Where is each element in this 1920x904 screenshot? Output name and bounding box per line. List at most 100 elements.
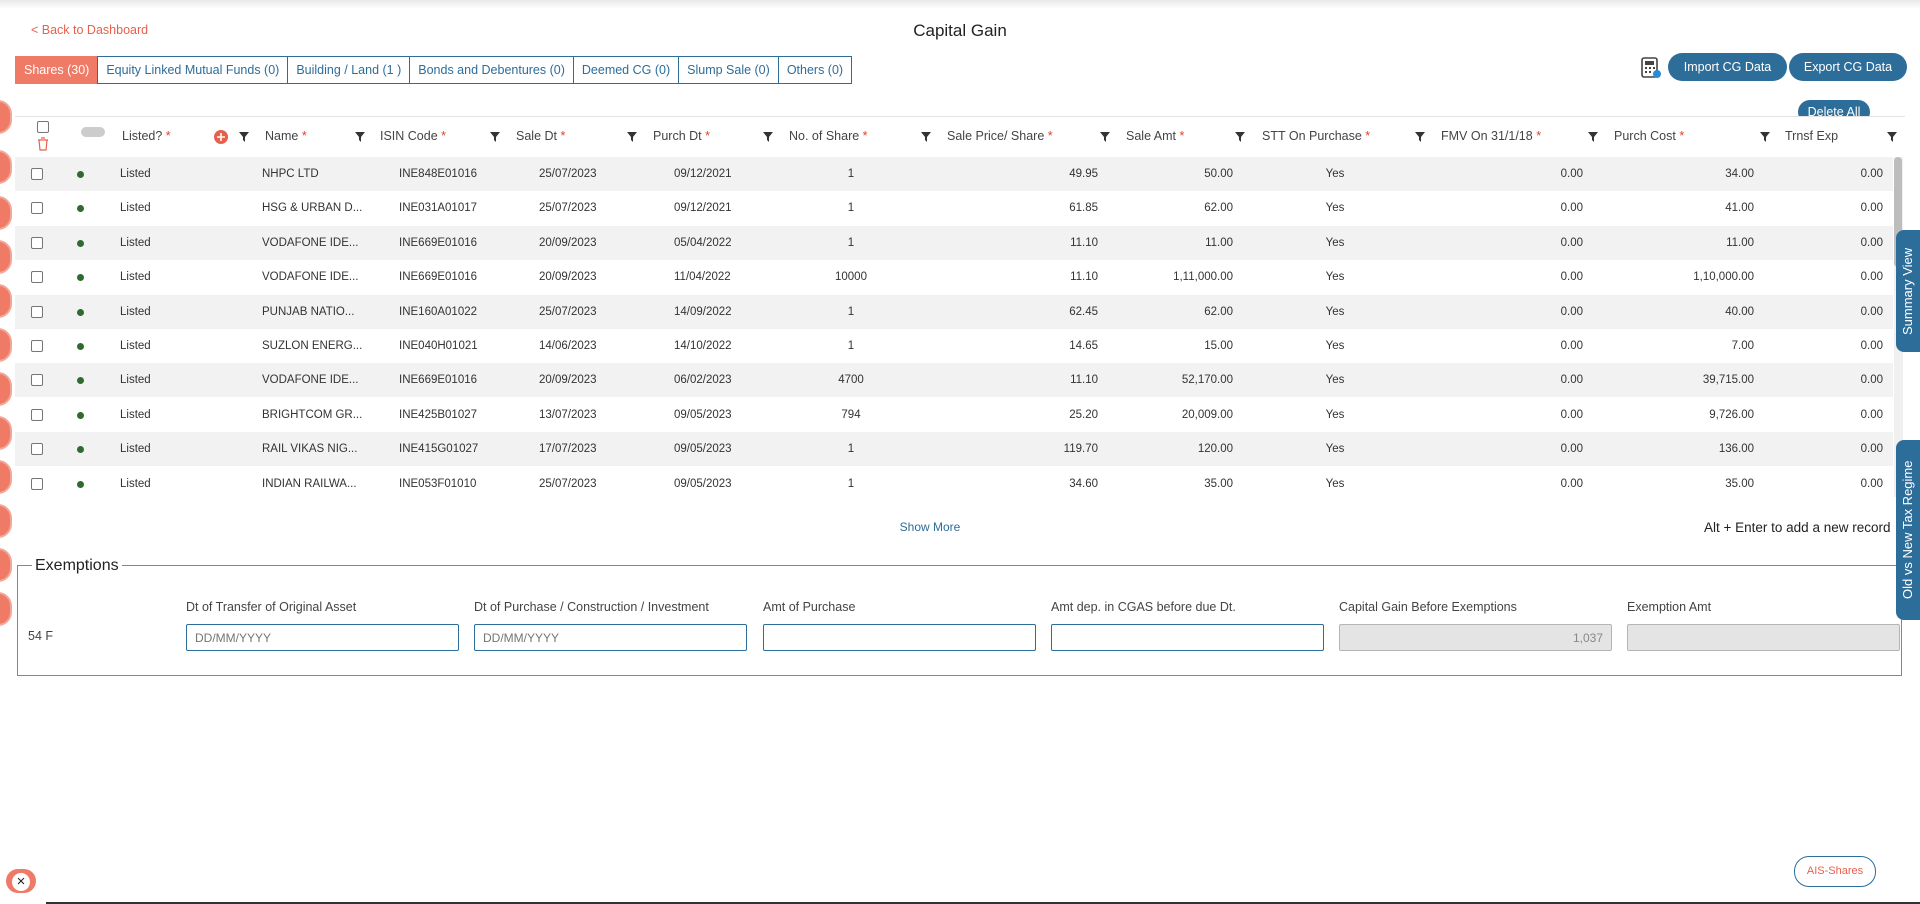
tab-slump-sale[interactable]: Slump Sale (0) — [678, 56, 779, 84]
cg-before-exemptions-input — [1339, 624, 1612, 651]
cell-fmv: 0.00 — [1560, 340, 1583, 352]
row-checkbox[interactable] — [31, 202, 43, 215]
cell-trnsf-exp: 0.00 — [1860, 202, 1883, 215]
select-all-checkbox[interactable] — [37, 121, 49, 133]
cell-sale-amt: 20,009.00 — [1181, 408, 1233, 421]
cell-trnsf-exp: 0.00 — [1860, 168, 1883, 180]
cell-purch-dt: 05/04/2022 — [674, 236, 732, 249]
cgas-deposit-input[interactable] — [1051, 624, 1324, 651]
table-row[interactable]: Listed RAIL VIKAS NIG... INE415G01027 17/07… — [15, 432, 1893, 467]
table-row[interactable]: Listed VODAFONE IDE... INE669E01016 20/09/2… — [15, 260, 1893, 294]
table-row[interactable]: Listed VODAFONE IDE... INE669E01016 20/09/2… — [15, 225, 1893, 260]
trash-icon[interactable] — [37, 137, 49, 151]
filter-icon[interactable] — [490, 132, 500, 142]
rail-button[interactable] — [0, 504, 12, 538]
cell-sale-amt: 62.00 — [1204, 305, 1233, 318]
tab-shares[interactable]: Shares (30) — [15, 56, 99, 84]
filter-icon[interactable] — [239, 132, 249, 142]
filter-icon[interactable] — [1588, 132, 1598, 142]
cell-isin: INE160A01022 — [399, 305, 478, 318]
table-row[interactable]: Listed BRIGHTCOM GR... INE425B01027 13/07/2… — [15, 398, 1893, 432]
filter-icon[interactable] — [1760, 132, 1770, 142]
tab-equity-mutual-funds[interactable]: Equity Linked Mutual Funds (0) — [97, 56, 289, 84]
purchase-date-input[interactable] — [474, 624, 747, 651]
summary-view-tab[interactable]: Summary View — [1896, 230, 1920, 352]
table-row[interactable]: Listed INDIAN RAILWA... INE053F01010 25/07/… — [15, 467, 1893, 501]
cell-name: VODAFONE IDE... — [262, 236, 359, 249]
cell-name: INDIAN RAILWA... — [262, 477, 357, 490]
cell-listed: Listed — [120, 408, 151, 421]
row-checkbox[interactable] — [31, 374, 43, 387]
rail-button[interactable] — [0, 328, 12, 362]
filter-icon[interactable] — [763, 132, 773, 142]
table-row[interactable]: Listed VODAFONE IDE... INE669E01016 20/09/2… — [15, 363, 1893, 398]
row-checkbox[interactable] — [31, 305, 43, 318]
transfer-date-input[interactable] — [186, 624, 459, 651]
show-more-link[interactable]: Show More — [899, 520, 961, 534]
table-row[interactable]: Listed SUZLON ENERG... INE040H01021 14/06/2… — [15, 329, 1893, 363]
table-row[interactable]: Listed PUNJAB NATIO... INE160A01022 25/07/2… — [15, 294, 1893, 329]
rail-button[interactable] — [0, 150, 12, 184]
rail-button[interactable] — [0, 372, 12, 406]
row-checkbox[interactable] — [31, 168, 43, 180]
table-row[interactable]: Listed NHPC LTD INE848E01016 25/07/2023 09/1… — [15, 157, 1893, 191]
filter-icon[interactable] — [1100, 132, 1110, 142]
cell-isin: INE669E01016 — [399, 374, 478, 387]
filter-icon[interactable] — [1887, 132, 1897, 142]
rail-button[interactable] — [0, 284, 12, 318]
rail-button[interactable] — [0, 196, 12, 230]
cell-no-of-share: 1 — [847, 305, 855, 318]
filter-icon[interactable] — [627, 132, 637, 142]
cell-fmv: 0.00 — [1560, 202, 1583, 215]
row-checkbox[interactable] — [31, 340, 43, 352]
rail-button[interactable] — [0, 100, 12, 134]
tab-deemed-cg[interactable]: Deemed CG (0) — [572, 56, 680, 84]
row-toggle[interactable] — [81, 127, 105, 137]
rail-button[interactable] — [0, 460, 12, 494]
row-checkbox[interactable] — [31, 443, 43, 456]
tab-building-land[interactable]: Building / Land (1 ) — [287, 56, 411, 84]
row-checkbox[interactable] — [31, 477, 43, 490]
scrollbar-thumb[interactable] — [1894, 157, 1902, 267]
rail-button[interactable] — [0, 548, 12, 582]
cell-stt: Yes — [1325, 340, 1345, 352]
tab-bonds-debentures[interactable]: Bonds and Debentures (0) — [409, 56, 574, 84]
filter-icon[interactable] — [1235, 132, 1245, 142]
filter-icon[interactable] — [1415, 132, 1425, 142]
amt-of-purchase-input[interactable] — [763, 624, 1036, 651]
cell-no-of-share: 1 — [847, 443, 855, 456]
rail-button[interactable] — [0, 240, 12, 274]
back-to-dashboard-link[interactable]: < Back to Dashboard — [31, 23, 149, 37]
row-checkbox[interactable] — [31, 271, 43, 284]
table-row[interactable]: Listed HSG & URBAN D... INE031A01017 25/07/… — [15, 191, 1893, 225]
cell-sale-dt: 14/06/2023 — [539, 340, 597, 352]
cell-sale-price: 119.70 — [1063, 443, 1098, 456]
listed-status-dot — [77, 446, 84, 454]
calculator-icon[interactable] — [1640, 57, 1662, 79]
row-checkbox[interactable] — [31, 408, 43, 421]
col-listed: Listed? * — [122, 129, 171, 143]
exemptions-title: Exemptions — [32, 557, 122, 575]
cell-fmv: 0.00 — [1560, 477, 1583, 490]
cell-trnsf-exp: 0.00 — [1860, 340, 1883, 352]
filter-icon[interactable] — [355, 132, 365, 142]
cell-sale-price: 62.45 — [1069, 305, 1098, 318]
cell-listed: Listed — [120, 168, 151, 180]
cell-fmv: 0.00 — [1560, 236, 1583, 249]
cell-no-of-share: 1 — [847, 477, 855, 490]
add-row-icon[interactable] — [214, 130, 228, 144]
cell-name: RAIL VIKAS NIG... — [262, 443, 358, 456]
row-checkbox[interactable] — [31, 236, 43, 249]
cell-purch-dt: 09/12/2021 — [674, 202, 732, 215]
export-cg-data-button[interactable]: Export CG Data — [1789, 53, 1907, 81]
ais-shares-button[interactable]: AIS-Shares — [1794, 856, 1876, 887]
rail-button[interactable] — [0, 416, 12, 450]
filter-icon[interactable] — [921, 132, 931, 142]
transfer-date-label: Dt of Transfer of Original Asset — [186, 600, 357, 614]
rail-button[interactable] — [0, 592, 12, 626]
listed-status-dot — [77, 239, 84, 247]
close-button[interactable]: × — [6, 869, 36, 893]
tab-others[interactable]: Others (0) — [777, 56, 853, 84]
tax-regime-tab[interactable]: Old vs New Tax Regime — [1896, 440, 1920, 620]
import-cg-data-button[interactable]: Import CG Data — [1668, 53, 1787, 81]
